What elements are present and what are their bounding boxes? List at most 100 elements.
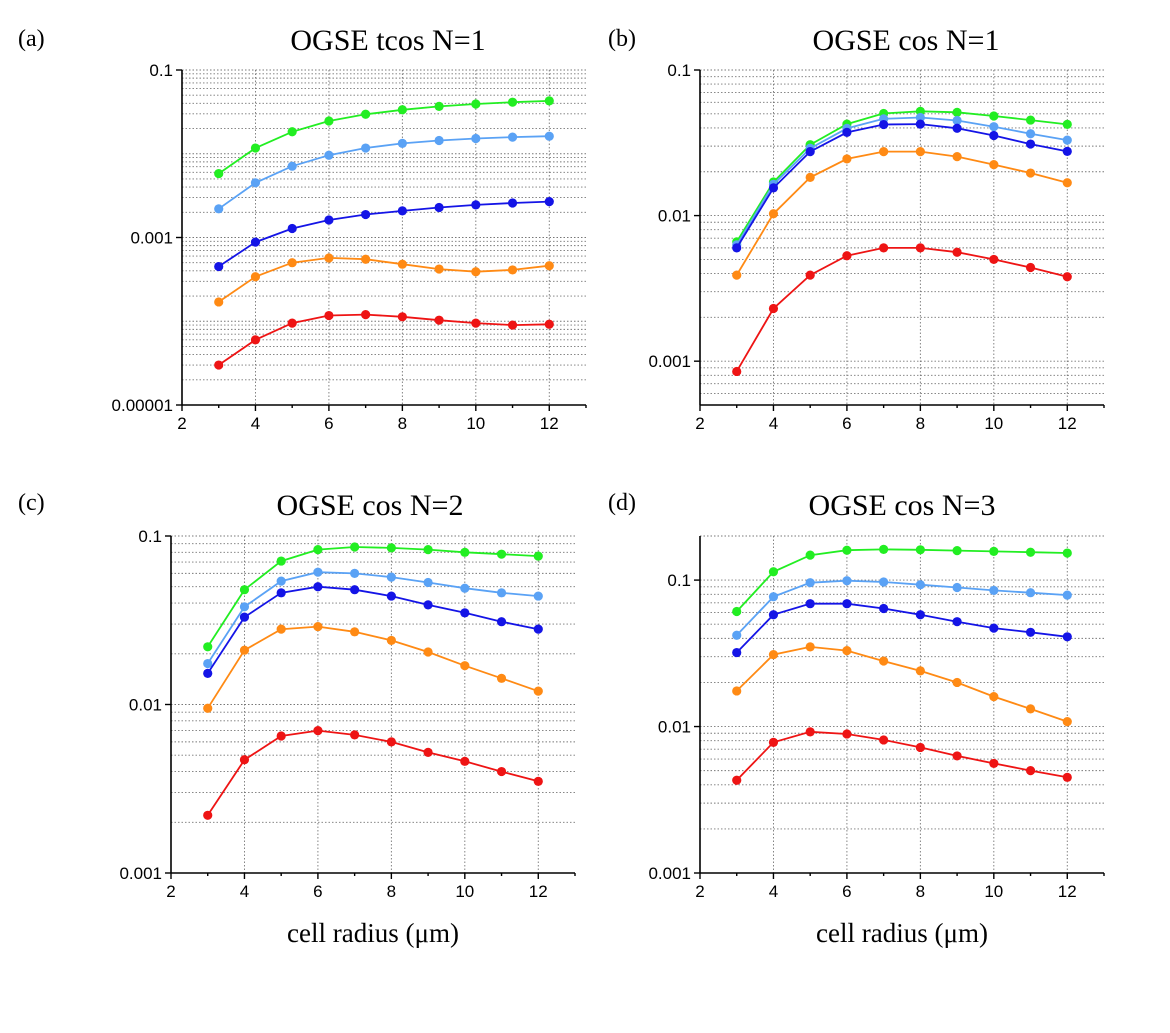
chart-title: OGSE cos N=1	[813, 24, 1000, 57]
data-point-red	[1062, 272, 1072, 282]
data-point-green	[313, 545, 323, 555]
series-line-light_blue	[218, 135, 550, 210]
data-point-red	[287, 318, 297, 328]
data-point-red	[544, 319, 554, 329]
data-point-red	[805, 727, 815, 737]
data-point-red	[397, 312, 407, 322]
data-point-red	[324, 310, 334, 321]
data-point-red	[805, 270, 815, 280]
series-line-blue	[218, 200, 550, 268]
y-tick-label: 0.001	[130, 229, 173, 248]
data-point-green	[805, 550, 815, 560]
x-tick-label: 4	[769, 882, 778, 901]
data-point-blue	[732, 647, 742, 658]
data-point-light_blue	[842, 576, 852, 586]
data-point-light_blue	[1062, 135, 1072, 145]
data-point-green	[386, 543, 396, 553]
data-point-orange	[842, 646, 852, 656]
data-point-green	[1025, 115, 1036, 125]
data-point-red	[423, 747, 433, 757]
data-point-blue	[507, 198, 518, 208]
data-point-orange	[805, 642, 815, 652]
y-tick-label: 0.001	[119, 864, 162, 883]
data-point-blue	[460, 608, 470, 618]
x-tick-label: 10	[984, 882, 1003, 901]
data-point-blue	[313, 582, 323, 592]
data-point-blue	[915, 119, 925, 129]
x-axis-label: cell radius (μm)	[287, 918, 459, 948]
data-point-orange	[533, 686, 543, 696]
data-point-blue	[952, 123, 962, 133]
data-point-orange	[350, 627, 360, 637]
series-line-red	[735, 246, 1068, 372]
data-point-blue	[250, 237, 261, 247]
data-point-green	[533, 551, 543, 561]
data-point-blue	[879, 603, 889, 614]
chart-panel-2: (b) OGSE cos N=1 2 4 6 8 10 12 0.001 0.01 0.1	[608, 24, 1105, 433]
x-tick-label: 8	[916, 414, 925, 433]
data-point-blue	[952, 617, 962, 627]
data-point-light_blue	[423, 577, 433, 588]
data-point-orange	[1025, 168, 1036, 178]
data-point-green	[507, 97, 518, 107]
series-line-green	[206, 546, 539, 648]
data-point-light_blue	[239, 602, 250, 612]
data-point-red	[768, 303, 779, 314]
data-point-orange	[915, 147, 925, 157]
data-point-orange	[250, 272, 261, 282]
data-point-red	[915, 243, 925, 253]
x-axis-label: cell radius (μm)	[816, 918, 988, 948]
chart-title: OGSE cos N=2	[277, 489, 464, 522]
data-point-red	[989, 254, 999, 265]
data-point-red	[732, 366, 742, 377]
x-tick-label: 6	[324, 414, 333, 433]
x-tick-label: 10	[984, 414, 1003, 433]
data-point-green	[324, 116, 334, 126]
data-point-green	[423, 545, 433, 555]
data-point-orange	[915, 666, 925, 676]
y-tick-label: 0.1	[667, 571, 691, 590]
series-line-blue	[735, 123, 1068, 249]
data-point-light_blue	[287, 161, 297, 171]
x-tick-label: 6	[842, 414, 851, 433]
series-line-green	[218, 100, 550, 175]
data-point-orange	[952, 152, 962, 162]
data-point-light_blue	[915, 112, 925, 123]
series-line-orange	[206, 625, 539, 709]
data-point-blue	[350, 585, 360, 595]
series-line-red	[206, 729, 539, 816]
x-tick-label: 10	[466, 414, 485, 433]
x-tick-label: 2	[695, 414, 704, 433]
data-point-blue	[915, 610, 925, 620]
data-point-light_blue	[952, 115, 962, 126]
data-point-green	[544, 96, 554, 106]
data-point-orange	[544, 261, 554, 271]
data-point-light_blue	[324, 150, 334, 160]
data-point-green	[989, 546, 999, 556]
data-point-orange	[324, 253, 334, 263]
data-point-blue	[239, 612, 250, 622]
data-point-orange	[386, 635, 396, 646]
chart-title: OGSE tcos N=1	[290, 24, 485, 57]
data-point-red	[1062, 772, 1072, 782]
x-tick-label: 12	[529, 882, 548, 901]
data-point-orange	[507, 265, 518, 275]
data-point-red	[214, 360, 224, 370]
chart-panel-1: (a) OGSE tcos N=1 2 4 6 8 10 12 0.00001 0.001 0.1	[18, 24, 587, 433]
data-point-green	[915, 545, 925, 555]
series-line-blue	[206, 585, 539, 674]
data-point-green	[276, 556, 286, 566]
data-point-orange	[276, 624, 286, 634]
panel-letter: (c)	[18, 490, 45, 516]
data-point-orange	[423, 647, 433, 657]
data-point-green	[460, 547, 470, 557]
x-tick-label: 12	[540, 414, 559, 433]
data-point-light_blue	[1025, 588, 1036, 598]
data-point-red	[842, 251, 852, 261]
data-point-blue	[276, 588, 286, 598]
data-point-light_blue	[952, 582, 962, 593]
data-point-blue	[732, 243, 742, 253]
data-point-light_blue	[507, 132, 518, 142]
data-point-light_blue	[471, 133, 481, 144]
data-point-orange	[203, 703, 213, 713]
